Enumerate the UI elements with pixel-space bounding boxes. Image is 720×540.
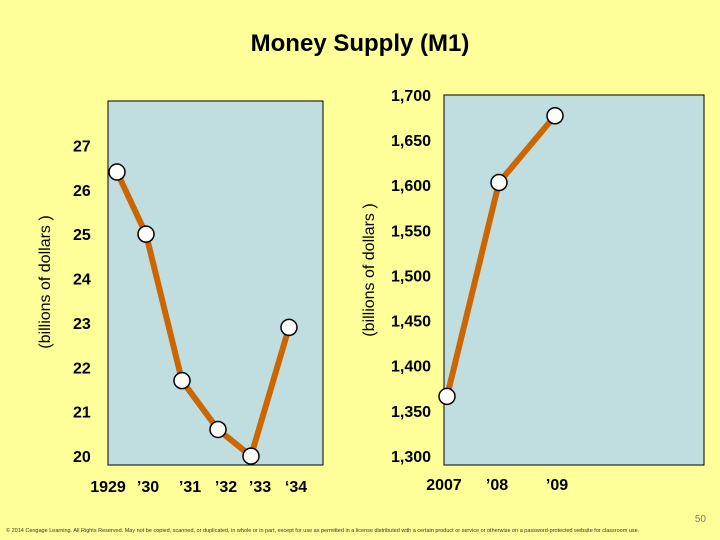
left-y-tick-label: 22 (73, 360, 91, 377)
right-y-tick-label: 1,400 (391, 359, 431, 376)
left-points (108, 163, 298, 465)
left-y-tick-label: 26 (73, 183, 91, 200)
left-data-point (137, 225, 155, 243)
right-x-tick-label: 2007 (426, 477, 462, 494)
left-y-axis-label: (billions of dollars ) (37, 215, 54, 348)
right-y-axis-label: (billions of dollars ) (361, 203, 378, 336)
page-number: 50 (694, 514, 706, 525)
left-data-point (108, 163, 126, 181)
copyright-footer: © 2014 Cengage Learning. All Rights Rese… (6, 528, 640, 534)
left-x-tick-label: ’30 (137, 479, 159, 496)
left-y-tick-label: 25 (73, 227, 91, 244)
right-x-ticks: 2007 ’08 ’09 (426, 477, 568, 494)
right-y-tick-label: 1,550 (391, 223, 431, 240)
left-y-tick-label: 24 (73, 272, 91, 289)
right-y-ticks: 1,300 1,350 1,400 1,450 1,500 1,550 1,600 1,650… (391, 88, 431, 466)
plot-area-left (107, 100, 324, 466)
right-y-tick-label: 1,350 (391, 404, 431, 421)
left-data-point (173, 371, 191, 390)
left-x-tick-label: ’31 (179, 479, 201, 496)
chart-title: Money Supply (M1) (250, 30, 470, 57)
right-y-tick-label: 1,300 (391, 449, 431, 466)
plot-area-right (443, 94, 705, 466)
right-data-point (438, 387, 456, 406)
left-y-tick-label: 23 (73, 316, 91, 333)
chart-right: 1,300 1,350 1,400 1,450 1,500 1,550 1,600 1,650… (361, 88, 705, 494)
left-y-tick-label: 27 (73, 138, 91, 155)
right-y-tick-label: 1,500 (391, 268, 431, 285)
left-data-point (209, 420, 227, 439)
right-points (438, 107, 564, 406)
left-x-tick-label: 1929 (90, 479, 126, 496)
left-y-ticks: 20 21 22 23 24 25 26 27 (73, 138, 91, 466)
left-x-tick-label: ‘34 (285, 479, 307, 496)
left-y-tick-label: 21 (73, 405, 91, 422)
left-series-line (114, 170, 292, 460)
right-y-tick-label: 1,600 (391, 178, 431, 195)
right-y-tick-label: 1,700 (391, 88, 431, 105)
left-y-tick-label: 20 (73, 449, 91, 466)
left-x-tick-label: ’32 (215, 479, 237, 496)
right-x-tick-label: ’08 (486, 477, 508, 494)
right-data-point (546, 107, 564, 125)
left-x-ticks: 1929 ’30 ’31 ’32 ’33 ‘34 (90, 479, 307, 496)
left-data-point (242, 447, 260, 465)
right-y-tick-label: 1,450 (391, 314, 431, 331)
left-x-tick-label: ’33 (249, 479, 271, 496)
right-data-point (490, 173, 508, 192)
left-data-point (280, 318, 298, 337)
right-x-tick-label: ’09 (546, 477, 568, 494)
right-y-tick-label: 1,650 (391, 133, 431, 150)
